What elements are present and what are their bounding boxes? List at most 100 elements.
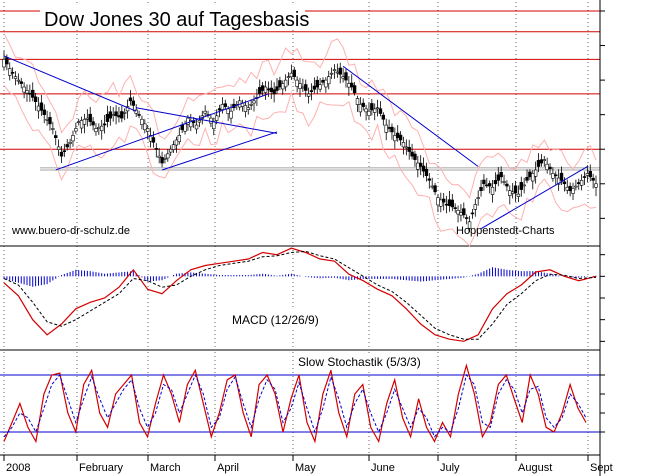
candle-body-151: [436, 197, 440, 206]
candle-body-164: [473, 204, 478, 210]
candle-124: [358, 96, 363, 117]
trendline-2: [161, 131, 278, 171]
candle-126: [364, 104, 368, 121]
candle-body-128: [370, 103, 374, 111]
candle-body-50: [145, 128, 150, 132]
candle-body-2: [8, 68, 12, 76]
candle-body-19: [56, 146, 61, 150]
candle-body-16: [48, 117, 52, 125]
candle-body-123: [355, 98, 360, 105]
candle-48: [140, 115, 144, 130]
candle-39: [114, 105, 118, 125]
candle-body-190: [548, 166, 552, 170]
candle-body-188: [542, 159, 546, 161]
candle-body-170: [490, 186, 495, 195]
candle-44: [128, 90, 133, 106]
candle-193: [556, 169, 561, 191]
candle-186: [536, 153, 541, 173]
candle-body-205: [591, 177, 595, 181]
candle-body-72: [209, 117, 213, 124]
candle-114: [329, 67, 334, 79]
candle-body-120: [347, 83, 351, 88]
candle-46: [134, 104, 138, 118]
candle-body-140: [404, 146, 409, 149]
candle-2: [8, 62, 12, 81]
candle-body-196: [565, 186, 569, 191]
candle-body-37: [108, 111, 113, 119]
macd-title: MACD (12/26/9): [232, 313, 319, 327]
candle-59: [171, 140, 176, 153]
candle-56: [163, 154, 167, 164]
candle-body-166: [479, 186, 483, 192]
candle-199: [574, 179, 578, 191]
candle-body-36: [105, 113, 110, 122]
candle-body-92: [266, 88, 271, 91]
macd-panel: MACD (12/26/9): [0, 246, 605, 351]
candle-109: [315, 76, 319, 94]
candle-28: [82, 113, 87, 134]
candle-body-53: [154, 148, 159, 150]
candle-94: [272, 82, 276, 103]
candle-body-197: [568, 185, 572, 192]
candle-body-78: [226, 108, 230, 115]
candle-119: [344, 68, 348, 88]
candle-body-20: [59, 151, 64, 157]
upper-band: [3, 33, 597, 199]
candle-body-10: [31, 89, 35, 98]
x-tick-label-3: April: [217, 462, 239, 474]
candle-164: [473, 198, 478, 217]
candle-body-156: [450, 199, 455, 208]
candle-body-73: [212, 121, 216, 130]
candle-8: [25, 84, 29, 102]
candle-body-134: [387, 127, 391, 129]
candle-body-91: [263, 86, 268, 93]
candle-42: [122, 108, 127, 121]
candle-body-96: [278, 80, 282, 88]
candle-103: [298, 77, 302, 97]
candle-body-119: [344, 72, 348, 81]
candle-body-195: [562, 181, 567, 185]
candle-122: [352, 82, 357, 96]
candle-body-121: [350, 82, 354, 88]
candle-body-26: [77, 121, 81, 123]
x-tick-label-2: March: [150, 462, 181, 474]
candle-body-105: [304, 84, 308, 91]
candle-20: [59, 145, 64, 164]
candle-body-114: [329, 72, 334, 75]
candle-205: [591, 173, 595, 189]
candle-30: [88, 106, 92, 127]
candle-body-100: [289, 72, 294, 78]
x-tick-label-1: February: [79, 462, 124, 474]
candle-202: [582, 171, 587, 186]
candle-body-109: [315, 79, 319, 88]
candle-body-65: [189, 120, 193, 128]
candle-body-22: [65, 144, 69, 148]
candle-body-0: [2, 59, 6, 68]
candle-body-49: [143, 123, 147, 131]
candle-77: [223, 99, 227, 110]
candle-body-198: [571, 188, 575, 194]
candle-body-32: [94, 128, 98, 133]
macd-line: [3, 247, 597, 342]
candle-87: [252, 95, 256, 112]
candle-201: [579, 174, 584, 191]
candle-99: [286, 72, 291, 86]
price-panel: Dow Jones 30 auf Tagesbasis www.buero-dr…: [0, 2, 605, 247]
candle-58: [168, 145, 173, 156]
candle-163: [470, 209, 475, 219]
trendline-1: [55, 93, 269, 171]
stoch-d-line: [3, 373, 587, 438]
candle-10: [31, 82, 35, 102]
candle-86: [249, 99, 253, 111]
candle-187: [539, 154, 544, 167]
candle-body-87: [252, 100, 256, 104]
trendline-3: [136, 107, 278, 134]
candle-body-168: [485, 184, 489, 187]
candle-body-145: [418, 162, 423, 167]
candle-body-194: [559, 172, 564, 181]
candle-body-160: [462, 208, 466, 216]
candle-body-75: [217, 108, 222, 111]
candle-body-106: [306, 93, 311, 97]
candle-body-124: [358, 104, 363, 113]
candle-body-24: [71, 135, 75, 142]
